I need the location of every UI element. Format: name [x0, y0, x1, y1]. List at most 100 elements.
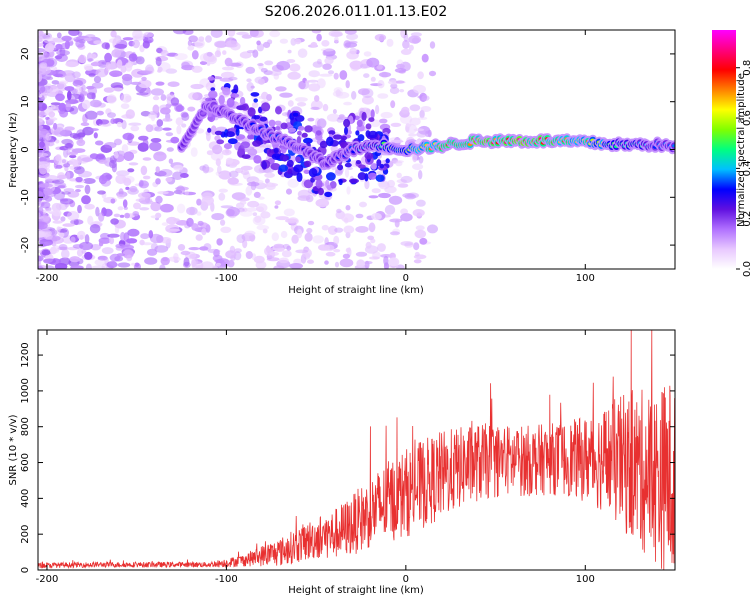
spectrogram-scatter-cell	[315, 179, 323, 189]
spectrogram-noise-cell	[386, 38, 394, 47]
spectrogram-noise-cell	[105, 61, 111, 72]
spectrogram-noise-cell	[110, 218, 119, 225]
spectrogram-scatter-cell	[368, 130, 378, 139]
spectrogram-noise-cell	[161, 222, 169, 226]
spectrogram-noise-cell	[132, 39, 140, 49]
spectrogram-noise-cell	[55, 43, 63, 50]
spectrogram-noise-cell	[56, 32, 62, 39]
spectrogram-noise-cell	[218, 192, 226, 201]
spectrogram-noise-cell	[115, 174, 127, 185]
spectrogram-noise-cell	[48, 111, 56, 118]
spectrogram-noise-cell	[68, 30, 80, 36]
spectrogram-noise-cell	[53, 73, 64, 78]
spectrogram-noise-cell	[160, 107, 171, 115]
spectrogram-noise-cell	[312, 235, 324, 244]
spectrogram-noise-cell	[43, 258, 56, 264]
spectrogram-noise-cell	[287, 178, 299, 188]
spectrogram-scatter-cell	[296, 172, 303, 183]
spectrogram-noise-cell	[356, 259, 365, 268]
spectrogram-noise-cell	[150, 88, 164, 96]
spectrogram-scatter-cell	[275, 126, 281, 131]
y-tick-label: 600	[20, 453, 31, 472]
spectrogram-noise-cell	[162, 127, 172, 131]
spectrogram-noise-cell	[378, 192, 391, 199]
spectrogram-noise-cell	[156, 119, 164, 127]
spectrogram-scatter-cell	[252, 140, 262, 147]
spectrogram-noise-cell	[56, 49, 70, 56]
spectrogram-noise-cell	[186, 217, 194, 227]
spectrogram-noise-cell	[152, 95, 160, 101]
spectrogram-noise-cell	[150, 201, 162, 212]
spectrogram-noise-cell	[216, 262, 221, 267]
spectrogram-noise-cell	[125, 186, 130, 190]
y-tick-label: 20	[20, 48, 31, 61]
spectrogram-noise-cell	[38, 229, 52, 238]
spectrogram-noise-cell	[85, 34, 96, 39]
spectrogram-noise-cell	[83, 37, 93, 42]
spectrogram-scatter-cell	[315, 130, 322, 136]
spectrogram-noise-cell	[416, 199, 426, 207]
spectrogram-noise-cell	[267, 39, 273, 45]
spectrogram-noise-cell	[141, 76, 147, 81]
spectrogram-noise-cell	[275, 86, 287, 92]
spectrogram-scatter-cell	[253, 155, 262, 164]
spectrogram-noise-cell	[155, 56, 162, 67]
spectrogram-scatter-cell	[253, 115, 261, 120]
spectrogram-noise-cell	[220, 219, 226, 226]
spectrogram-noise-cell	[174, 53, 188, 61]
spectrogram-noise-cell	[45, 116, 50, 120]
spectrogram-scatter-cell	[370, 109, 375, 119]
spectrogram-noise-cell	[397, 183, 409, 188]
spectrogram-noise-cell	[77, 31, 83, 37]
spectrogram-noise-cell	[154, 126, 163, 132]
spectrogram-noise-cell	[114, 225, 120, 234]
spectrogram-noise-cell	[116, 121, 123, 128]
spectrogram-noise-cell	[399, 89, 405, 93]
spectrogram-noise-cell	[333, 72, 339, 80]
spectrogram-noise-cell	[375, 104, 380, 115]
spectrogram-noise-cell	[214, 40, 228, 48]
spectrogram-noise-cell	[374, 34, 387, 41]
x-tick-label: 100	[576, 273, 595, 284]
spectrogram-scatter-cell	[261, 102, 271, 112]
spectrogram-noise-cell	[366, 57, 380, 68]
spectrogram-scatter-cell	[279, 154, 290, 162]
spectrogram-noise-cell	[221, 66, 235, 71]
spectrogram-noise-cell	[274, 200, 281, 206]
spectrogram-noise-cell	[69, 178, 77, 182]
spectrogram-noise-cell	[51, 80, 60, 85]
spectrogram-scatter-cell	[287, 168, 293, 175]
spectrogram-noise-cell	[321, 40, 330, 47]
y-tick-label: 800	[20, 417, 31, 436]
spectrogram-noise-cell	[266, 94, 272, 101]
spectrogram-noise-cell	[127, 228, 140, 237]
spectrogram-noise-cell	[113, 213, 121, 218]
spectrogram-noise-cell	[38, 37, 44, 42]
spectrogram-noise-cell	[38, 42, 44, 47]
spectrogram-noise-cell	[281, 250, 292, 258]
spectrogram-noise-cell	[377, 93, 389, 99]
spectrogram-noise-cell	[271, 232, 279, 242]
spectrogram-noise-cell	[49, 85, 59, 96]
spectrogram-noise-cell	[89, 99, 102, 108]
spectrogram-noise-cell	[372, 251, 381, 260]
spectrogram-scatter-cell	[216, 139, 225, 145]
spectrogram-noise-cell	[45, 210, 57, 214]
spectrogram-noise-cell	[66, 171, 71, 180]
spectrogram-noise-cell	[58, 80, 69, 85]
spectrogram-noise-cell	[119, 214, 125, 218]
spectrogram-noise-cell	[413, 242, 420, 251]
spectrogram-scatter-cell	[344, 162, 352, 168]
spectrogram-noise-cell	[69, 154, 77, 159]
y-tick-label: 0	[20, 567, 31, 573]
spectrogram-noise-cell	[84, 251, 93, 260]
spectrogram-noise-cell	[419, 109, 425, 119]
spectrogram-scatter-cell	[259, 116, 268, 122]
spectrogram-scatter-cell	[226, 97, 235, 108]
x-tick-label: -200	[36, 574, 59, 585]
spectrogram-noise-cell	[201, 195, 214, 206]
spectrogram-noise-cell	[296, 229, 303, 239]
spectrogram-scatter-cell	[275, 106, 282, 115]
spectrogram-noise-cell	[408, 44, 414, 51]
